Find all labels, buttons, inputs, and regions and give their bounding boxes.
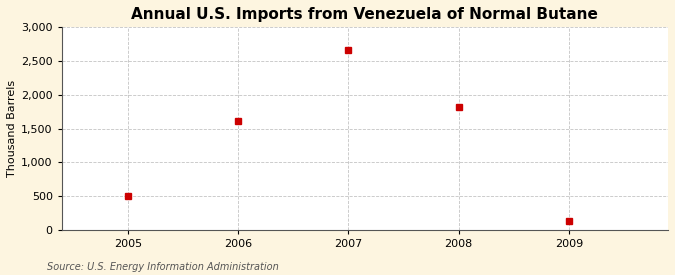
Y-axis label: Thousand Barrels: Thousand Barrels — [7, 80, 17, 177]
Title: Annual U.S. Imports from Venezuela of Normal Butane: Annual U.S. Imports from Venezuela of No… — [132, 7, 598, 22]
Text: Source: U.S. Energy Information Administration: Source: U.S. Energy Information Administ… — [47, 262, 279, 272]
